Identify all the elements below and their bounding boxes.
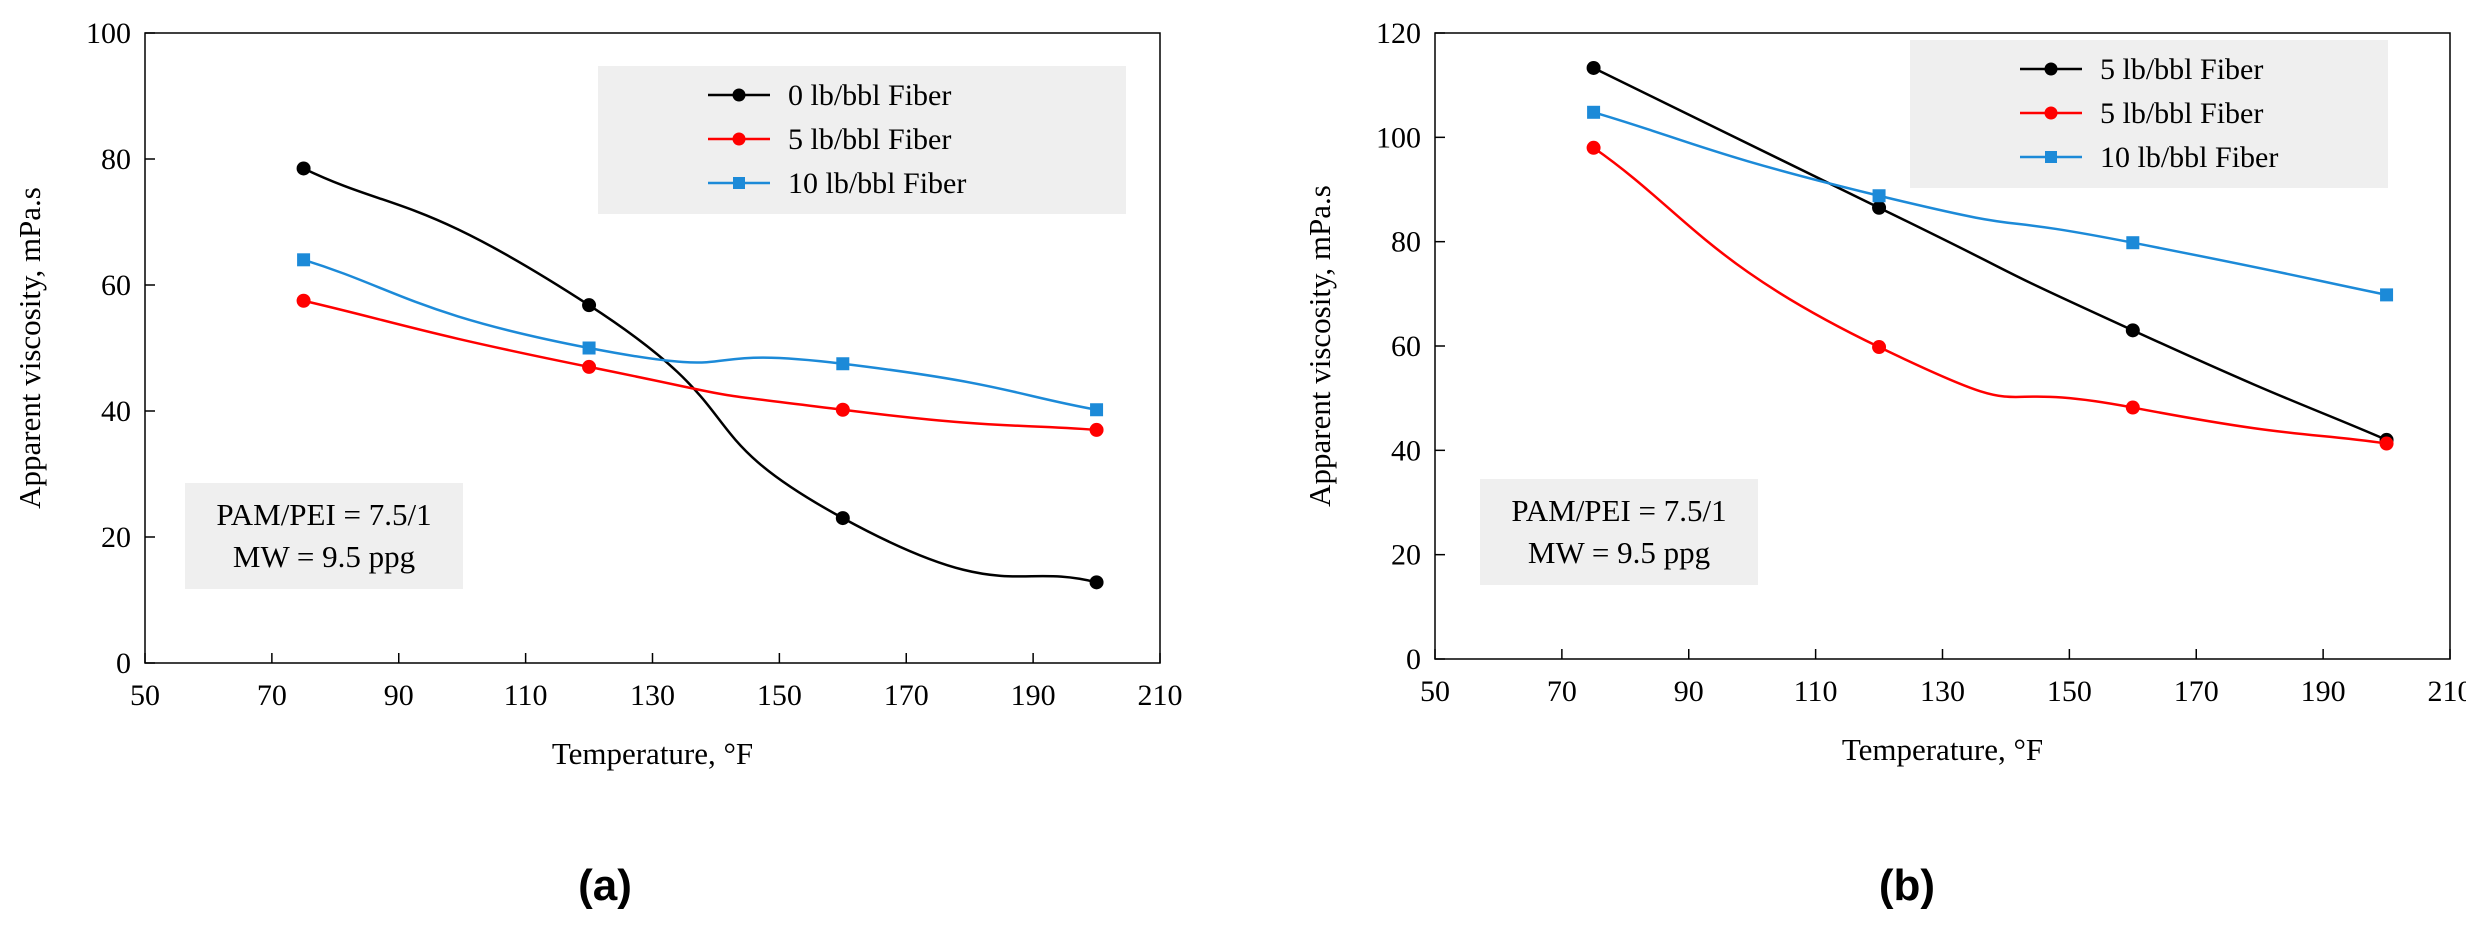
x-tick-label: 50 [1420,675,1450,708]
data-point [2125,323,2140,338]
legend-box [598,66,1126,214]
data-point [1587,105,1601,119]
legend-label: 5 lb/bbl Fiber [788,123,951,156]
x-tick-label: 50 [130,679,160,712]
legend-label: 5 lb/bbl Fiber [2100,53,2263,86]
panel-label: (a) [578,861,632,910]
y-tick-label: 20 [1391,539,1421,572]
data-point [296,161,311,176]
x-tick-label: 90 [384,679,414,712]
x-tick-label: 70 [257,679,287,712]
x-tick-label: 190 [2301,675,2346,708]
y-tick-label: 60 [1391,330,1421,363]
x-tick-label: 150 [757,679,802,712]
annotation-box [1480,479,1758,585]
x-axis-title: Temperature, °F [552,736,753,771]
data-point [296,293,311,308]
y-tick-label: 20 [101,521,131,554]
x-tick-label: 210 [1138,679,1183,712]
data-point [2125,400,2140,415]
chart-b: 0 20 40 60 80 100 120 50 70 90 110 130 150 170 190 210 T… [1302,17,2466,910]
legend-marker [733,177,745,189]
x-axis-title-unit: °F [2014,732,2044,767]
data-point [835,402,850,417]
y-tick-label: 60 [101,269,131,302]
annotation-line: PAM/PEI = 7.5/1 [1511,493,1726,528]
series-line [303,299,1097,432]
chart-a: 0 20 40 60 80 100 50 70 90 110 130 150 170 190 210 Temp… [12,17,1183,910]
data-point [1872,200,1887,215]
y-tick-label: 40 [101,395,131,428]
data-point [1872,340,1887,355]
legend-box [1910,40,2388,188]
x-tick-label: 170 [884,679,929,712]
legend-label: 5 lb/bbl Fiber [2100,97,2263,130]
x-tick-label: 130 [630,679,675,712]
x-tick-label: 190 [1011,679,1056,712]
y-tick-label: 80 [101,143,131,176]
x-tick-label: 130 [1920,675,1965,708]
x-axis-title-text: Temperature, [1842,732,2014,767]
series-line [303,167,1097,584]
y-tick-label: 80 [1391,226,1421,259]
series-line [303,258,1097,411]
data-point [2126,236,2140,250]
legend-marker [2044,62,2058,76]
data-point [1586,140,1601,155]
x-tick-label: 170 [2174,675,2219,708]
data-point [582,298,597,313]
data-point [1586,60,1601,75]
y-tick-label: 0 [1406,643,1421,676]
series-line [1593,111,2387,297]
x-tick-label: 110 [504,679,548,712]
legend-label: 0 lb/bbl Fiber [788,79,951,112]
x-axis-title: Temperature, °F [1842,732,2043,767]
legend-marker [732,132,746,146]
data-point [1089,422,1104,437]
x-tick-label: 110 [1794,675,1838,708]
data-point [1090,403,1104,417]
annotation-line: MW = 9.5 ppg [1528,535,1710,570]
legend-marker [732,88,746,102]
legend-label: 10 lb/bbl Fiber [2100,141,2278,174]
y-tick-label: 100 [86,17,131,50]
series-line [1592,146,2387,445]
data-point [835,511,850,526]
legend-marker [2044,106,2058,120]
annotation-line: MW = 9.5 ppg [233,539,415,574]
data-point [2379,436,2394,451]
y-tick-label: 100 [1376,121,1421,154]
data-point [836,357,850,371]
x-tick-label: 70 [1547,675,1577,708]
y-tick-label: 0 [116,647,131,680]
annotation-box [185,483,463,589]
data-point [297,253,311,267]
data-point [582,341,596,355]
x-tick-label: 210 [2428,675,2466,708]
y-axis-title: Apparent viscosity, mPa.s [12,187,47,509]
x-tick-label: 150 [2047,675,2092,708]
x-tick-label: 90 [1674,675,1704,708]
data-point [2380,288,2394,302]
series-line [1593,66,2388,442]
data-point [582,359,597,374]
panel-label: (b) [1879,861,1935,910]
x-axis-title-unit: °F [724,736,754,771]
y-tick-label: 120 [1376,17,1421,50]
y-tick-label: 40 [1391,434,1421,467]
data-point [1089,575,1104,590]
x-axis-title-text: Temperature, [552,736,724,771]
y-axis-title: Apparent viscosity, mPa.s [1302,185,1337,507]
legend-label: 10 lb/bbl Fiber [788,167,966,200]
annotation-line: PAM/PEI = 7.5/1 [216,497,431,532]
legend-marker [2045,151,2057,163]
data-point [1872,189,1886,203]
